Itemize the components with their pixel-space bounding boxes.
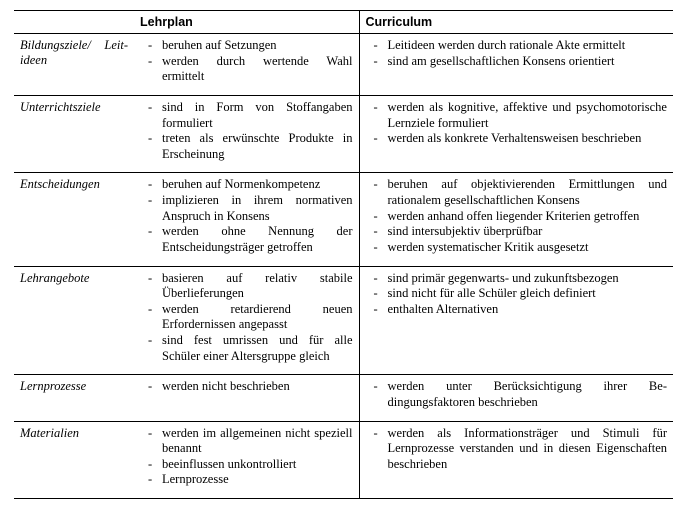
table-row: Entscheidungen beruhen auf Normenkompe­t… xyxy=(14,173,673,266)
bullet-list: werden als kognitive, affektive und psy­… xyxy=(366,100,668,147)
bullet-list: werden unter Berücksichtigung ihrer Be­d… xyxy=(366,379,668,410)
bullet-list: basieren auf relativ stabile Überlieferu… xyxy=(140,271,353,365)
cell-curriculum: Leitideen werden durch rationale Akte er… xyxy=(359,34,673,96)
list-item: werden als konkrete Verhaltensweisen bes… xyxy=(388,131,668,147)
cell-lehrplan: werden nicht beschrieben xyxy=(134,375,359,421)
list-item: werden nicht beschrieben xyxy=(162,379,353,395)
header-empty xyxy=(14,11,134,34)
list-item: werden als Informationsträger und Stimul… xyxy=(388,426,668,473)
list-item: werden im allgemeinen nicht speziell ben… xyxy=(162,426,353,457)
list-item: werden retardierend neuen Erfordernissen… xyxy=(162,302,353,333)
row-label-text: Leit- xyxy=(104,38,128,53)
list-item: beruhen auf Normenkompe­tenz xyxy=(162,177,353,193)
list-item: sind in Form von Stoffan­gaben formulier… xyxy=(162,100,353,131)
table-row: Bildungsziele/ Leit- ideen beruhen auf S… xyxy=(14,34,673,96)
bullet-list: sind in Form von Stoffan­gaben formulier… xyxy=(140,100,353,163)
header-lehrplan: Lehrplan xyxy=(134,11,359,34)
list-item: treten als erwünschte Produkte in Ersche… xyxy=(162,131,353,162)
row-label-materialien: Materialien xyxy=(14,421,134,499)
list-item: sind intersubjektiv überprüfbar xyxy=(388,224,668,240)
list-item: sind am gesellschaftlichen Konsens orien… xyxy=(388,54,668,70)
cell-lehrplan: sind in Form von Stoffan­gaben formulier… xyxy=(134,95,359,173)
list-item: sind primär gegenwarts- und zukunftsbezo… xyxy=(388,271,668,287)
row-label-bildungsziele: Bildungsziele/ Leit- ideen xyxy=(14,34,134,96)
list-item: werden ohne Nennung der Entscheidungsträ… xyxy=(162,224,353,255)
list-item: beeinflussen unkontrolliert xyxy=(162,457,353,473)
list-item: werden systematischer Kritik ausgesetzt xyxy=(388,240,668,256)
bullet-list: sind primär gegenwarts- und zukunftsbezo… xyxy=(366,271,668,318)
list-item: implizieren in ihrem normati­ven Anspruc… xyxy=(162,193,353,224)
list-item: werden unter Berücksichtigung ihrer Be­d… xyxy=(388,379,668,410)
table-row: Lernprozesse werden nicht beschrieben we… xyxy=(14,375,673,421)
cell-curriculum: werden als Informationsträger und Stimul… xyxy=(359,421,673,499)
row-label-text: Bildungsziele/ xyxy=(20,38,91,53)
row-label-lehrangebote: Lehrangebote xyxy=(14,266,134,375)
bullet-list: werden nicht beschrieben xyxy=(140,379,353,395)
cell-lehrplan: beruhen auf Normenkompe­tenz implizieren… xyxy=(134,173,359,266)
row-label-entscheidungen: Entscheidungen xyxy=(14,173,134,266)
cell-lehrplan: beruhen auf Setzungen werden durch werte… xyxy=(134,34,359,96)
list-item: Lernprozesse xyxy=(162,472,353,488)
cell-curriculum: werden als kognitive, affektive und psy­… xyxy=(359,95,673,173)
comparison-table: Lehrplan Curriculum Bildungsziele/ Leit-… xyxy=(14,10,673,499)
bullet-list: beruhen auf objektivierenden Ermittlunge… xyxy=(366,177,668,255)
bullet-list: werden als Informationsträger und Stimul… xyxy=(366,426,668,473)
table-row: Unterrichtsziele sind in Form von Stoffa… xyxy=(14,95,673,173)
row-label-unterrichtsziele: Unterrichtsziele xyxy=(14,95,134,173)
list-item: Leitideen werden durch rationale Akte er… xyxy=(388,38,668,54)
bullet-list: beruhen auf Normenkompe­tenz implizieren… xyxy=(140,177,353,255)
list-item: basieren auf relativ stabile Überlieferu… xyxy=(162,271,353,302)
bullet-list: werden im allgemeinen nicht speziell ben… xyxy=(140,426,353,489)
table-row: Lehrangebote basieren auf relativ stabil… xyxy=(14,266,673,375)
cell-curriculum: sind primär gegenwarts- und zukunftsbezo… xyxy=(359,266,673,375)
header-curriculum: Curriculum xyxy=(359,11,673,34)
cell-curriculum: werden unter Berücksichtigung ihrer Be­d… xyxy=(359,375,673,421)
list-item: werden anhand offen liegender Kriterien … xyxy=(388,209,668,225)
cell-lehrplan: basieren auf relativ stabile Überlieferu… xyxy=(134,266,359,375)
list-item: beruhen auf objektivierenden Ermittlunge… xyxy=(388,177,668,208)
list-item: enthalten Alternativen xyxy=(388,302,668,318)
list-item: sind fest umrissen und für alle Schüler … xyxy=(162,333,353,364)
row-label-text: ideen xyxy=(20,53,47,67)
list-item: sind nicht für alle Schüler gleich defin… xyxy=(388,286,668,302)
list-item: beruhen auf Setzungen xyxy=(162,38,353,54)
table-row: Materialien werden im allgemeinen nicht … xyxy=(14,421,673,499)
table-header-row: Lehrplan Curriculum xyxy=(14,11,673,34)
cell-curriculum: beruhen auf objektivierenden Ermittlunge… xyxy=(359,173,673,266)
cell-lehrplan: werden im allgemeinen nicht speziell ben… xyxy=(134,421,359,499)
bullet-list: beruhen auf Setzungen werden durch werte… xyxy=(140,38,353,85)
list-item: werden durch wertende Wahl ermittelt xyxy=(162,54,353,85)
list-item: werden als kognitive, affektive und psy­… xyxy=(388,100,668,131)
bullet-list: Leitideen werden durch rationale Akte er… xyxy=(366,38,668,69)
row-label-lernprozesse: Lernprozesse xyxy=(14,375,134,421)
